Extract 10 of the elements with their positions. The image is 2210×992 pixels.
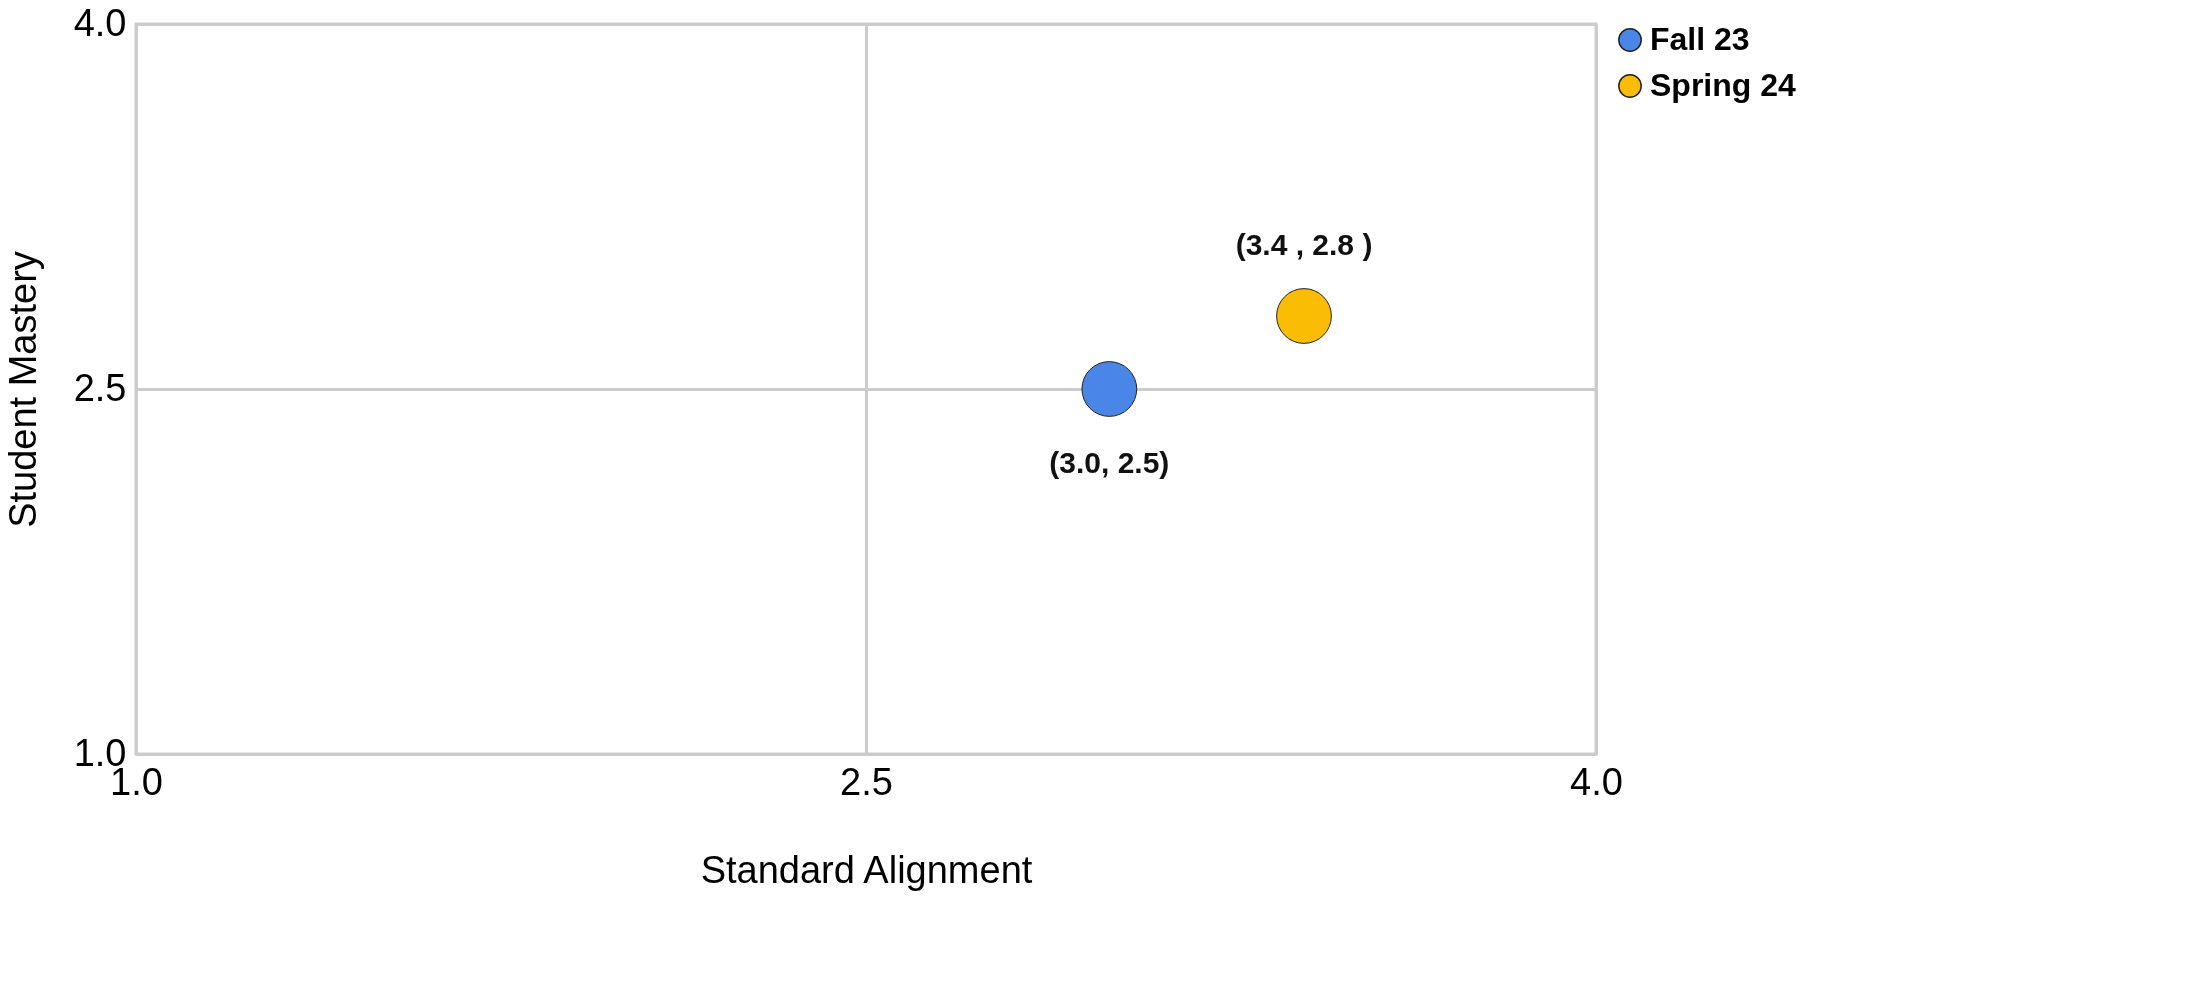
x-tick-label: 4.0 [1570,760,1623,803]
legend-label: Spring 24 [1650,67,1797,103]
y-tick-label: 4.0 [73,1,127,44]
x-tick-label: 2.5 [840,760,893,803]
data-label: (3.4 , 2.8 ) [1235,228,1373,261]
legend-label: Fall 23 [1650,21,1750,57]
y-tick-label: 2.5 [73,366,127,409]
y-axis-title: Student Mastery [1,251,44,528]
data-label: (3.0, 2.5) [1049,446,1170,479]
x-axis-title: Standard Alignment [700,848,1033,891]
